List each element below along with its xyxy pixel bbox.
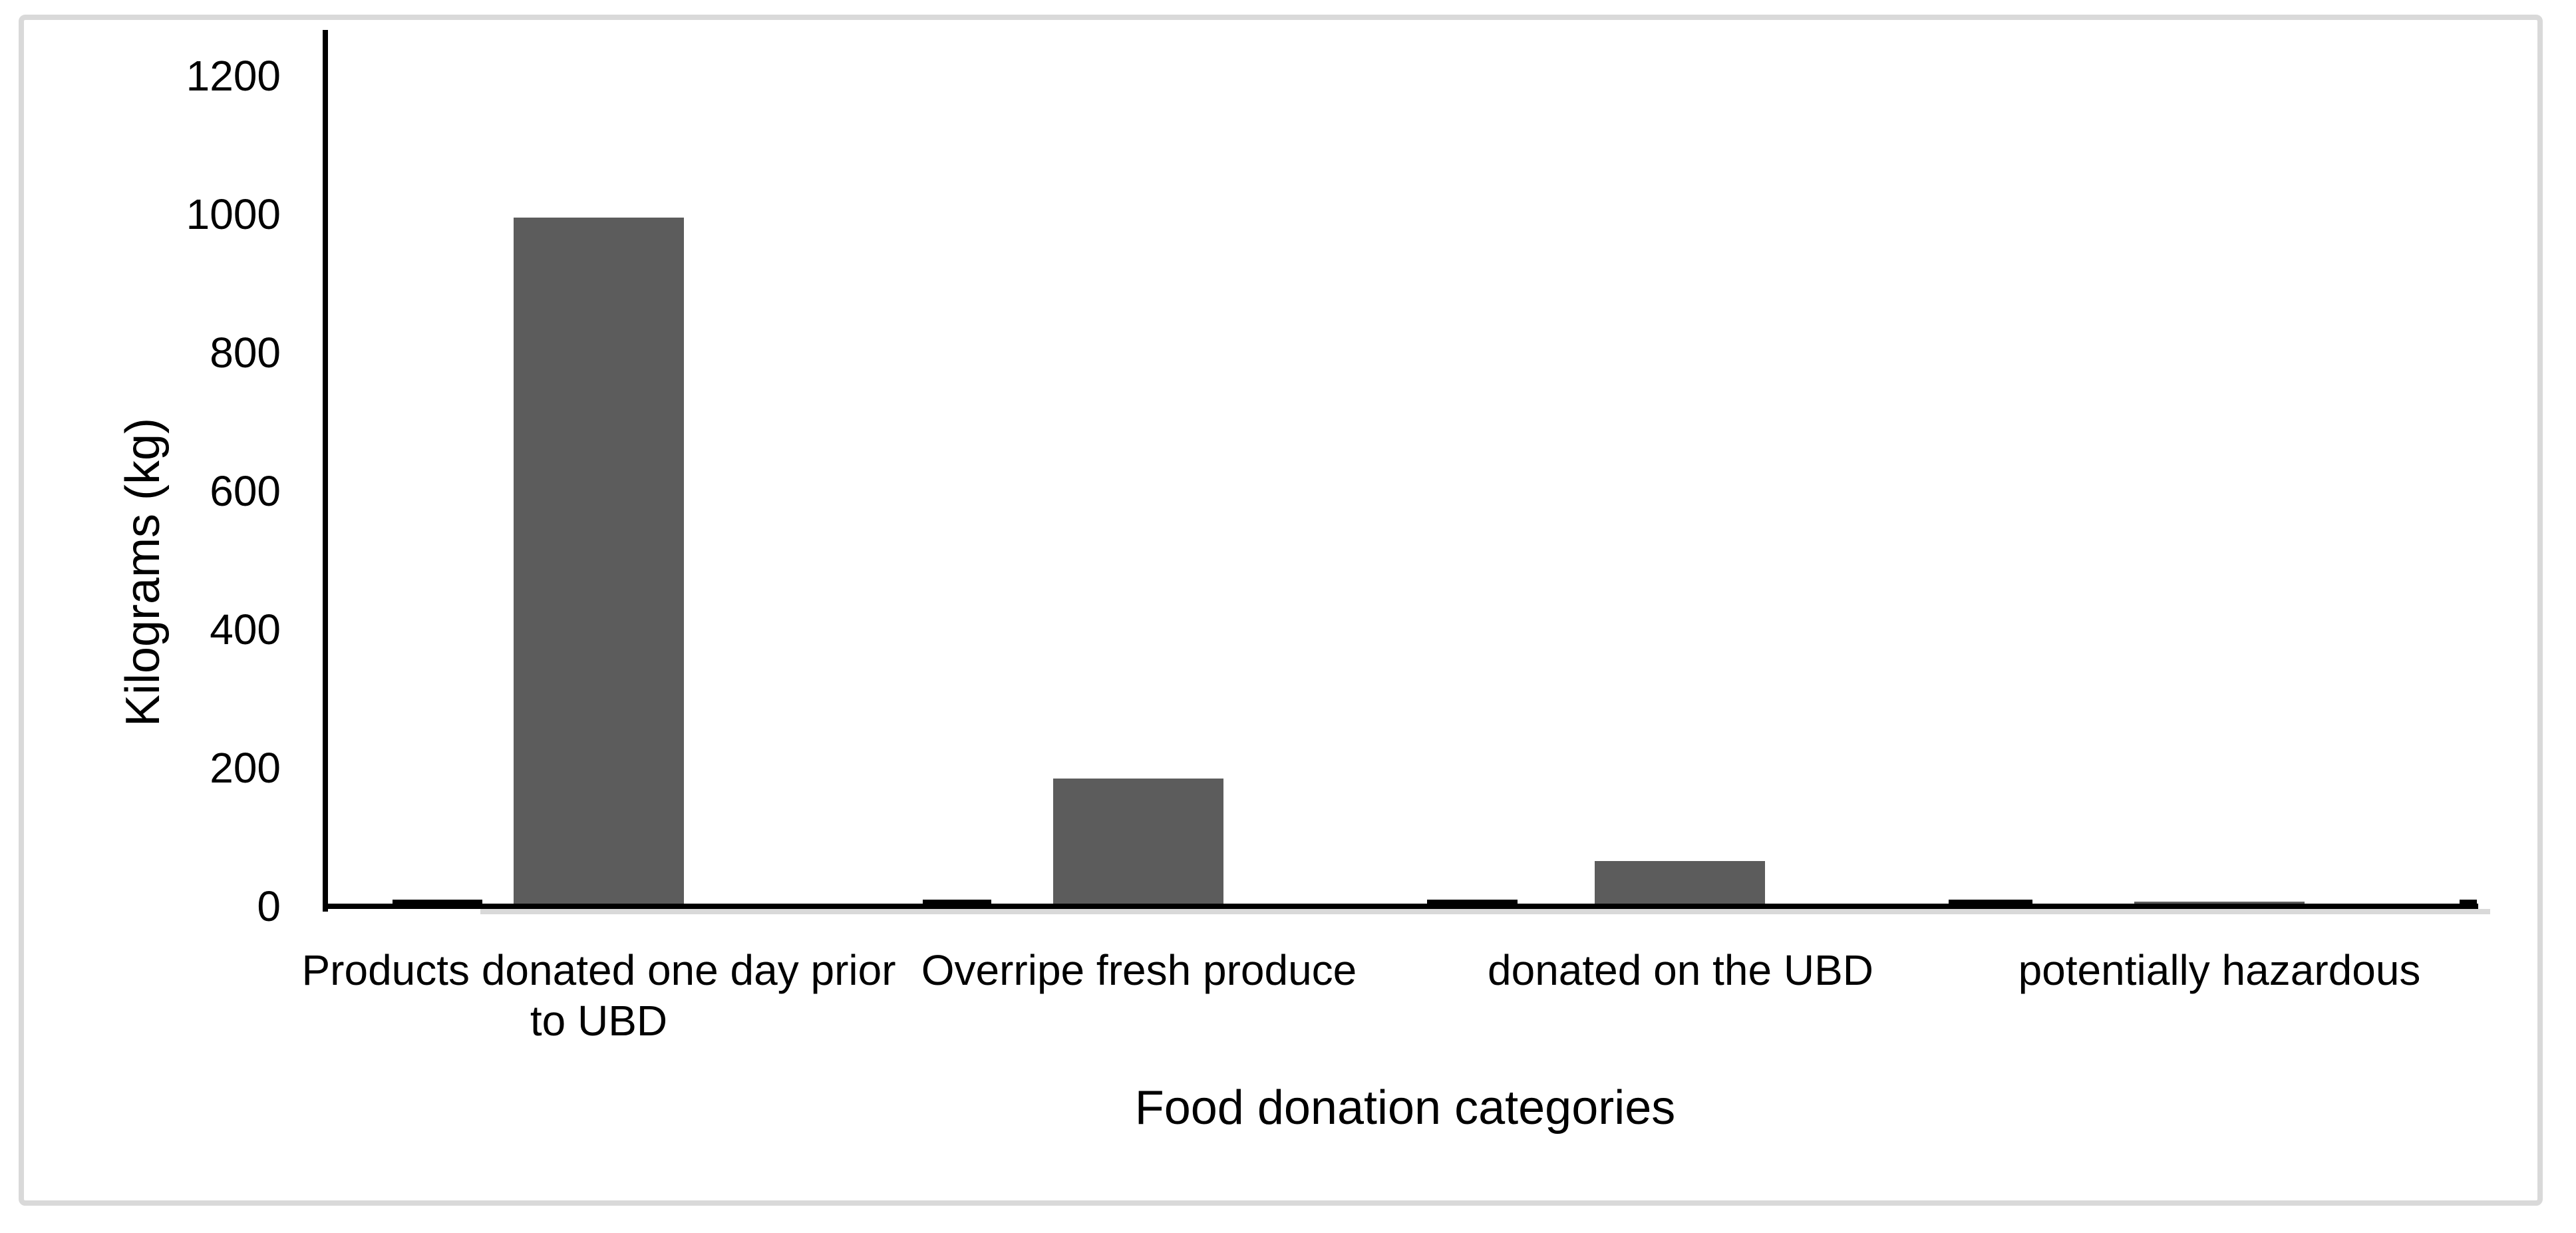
bar — [1595, 861, 1765, 906]
category-label: donated on the UBD — [1488, 946, 1873, 994]
y-axis-title: Kilograms (kg) — [116, 417, 170, 727]
y-tick-label: 200 — [210, 744, 281, 792]
y-tick-label: 800 — [210, 329, 281, 377]
y-tick-label: 0 — [257, 882, 281, 930]
category-label: Overripe fresh produce — [921, 946, 1357, 994]
bar — [514, 218, 684, 906]
y-tick-label: 400 — [210, 606, 281, 653]
y-axis-line — [323, 30, 328, 912]
x-axis-title: Food donation categories — [1134, 1081, 1676, 1135]
chart-frame-border — [19, 15, 2543, 1206]
y-tick-label: 600 — [210, 467, 281, 515]
y-tick-label: 1000 — [186, 190, 281, 238]
y-tick-label: 1200 — [186, 52, 281, 100]
category-label: potentially hazardous — [2018, 946, 2421, 994]
x-axis-line — [323, 904, 2478, 909]
bar — [1053, 779, 1223, 906]
category-label: Products donated one day prior to UBD — [301, 946, 896, 1045]
x-axis-shadow-line — [480, 909, 2490, 914]
